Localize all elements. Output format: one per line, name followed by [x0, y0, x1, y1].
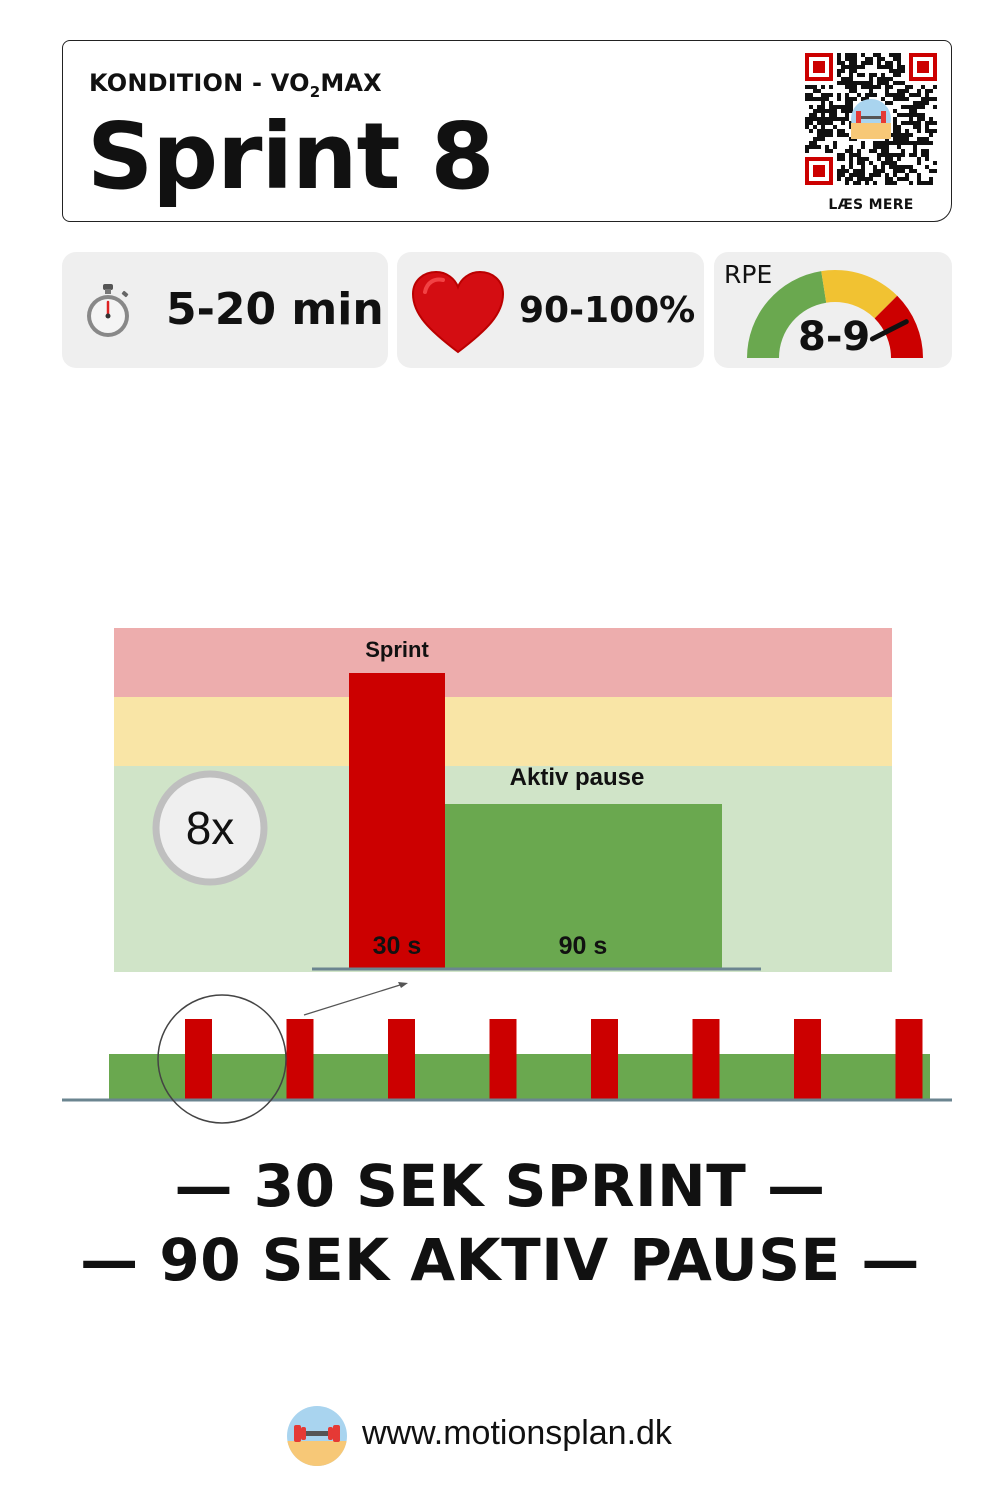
- overview-sprint-bar: [286, 1019, 314, 1100]
- pulse-card: 90-100%: [397, 252, 704, 368]
- website-link[interactable]: www.motionsplan.dk: [362, 1414, 672, 1452]
- overview-sprint-bar: [388, 1019, 415, 1100]
- stopwatch-icon: [87, 284, 129, 337]
- overview-sprint-bar: [895, 1019, 923, 1100]
- overview-sprint-bar: [692, 1019, 720, 1100]
- qr-code-icon[interactable]: [805, 53, 937, 185]
- overview-sprint-bars: [185, 1019, 923, 1100]
- zone-high: [114, 628, 892, 697]
- gauge-segment-low: [747, 271, 827, 358]
- overview-sprint-bar: [185, 1019, 212, 1100]
- read-more-link[interactable]: LÆS MERE: [828, 197, 914, 213]
- pause-duration-label: 90 s: [559, 932, 608, 960]
- overview-sprint-bar: [794, 1019, 821, 1100]
- sprint-label: Sprint: [365, 637, 429, 662]
- rpe-value: 8-9: [798, 314, 871, 360]
- rpe-card: RPE 8-9: [714, 252, 952, 368]
- pulse-value: 90-100%: [519, 290, 696, 331]
- header-card: KONDITION - VO2MAX Sprint 8 LÆS MERE: [62, 40, 952, 222]
- dumbbell-logo-icon: [287, 1406, 347, 1466]
- gauge-needle: [869, 319, 909, 342]
- heart-icon: [411, 270, 505, 354]
- caption-pause: — 90 SEK AKTIV PAUSE —: [80, 1226, 920, 1294]
- zoom-arrow: [303, 984, 401, 1016]
- category-label: KONDITION - VO2MAX: [89, 69, 382, 101]
- zoom-circle: [157, 994, 287, 1124]
- overview-sprint-bar: [489, 1019, 517, 1100]
- overview-sprint-bar: [591, 1019, 618, 1100]
- zoom-arrow-head: [398, 982, 408, 988]
- zone-mid: [114, 697, 892, 766]
- repeat-badge: [152, 770, 268, 886]
- rpe-gauge: [747, 270, 923, 358]
- caption-sprint: — 30 SEK SPRINT —: [174, 1152, 826, 1220]
- sprint-bar: [349, 673, 445, 969]
- overview-pause-strip: [109, 1054, 930, 1100]
- pause-bar: [445, 804, 722, 969]
- page-title: Sprint 8: [87, 103, 495, 210]
- duration-value: 5-20 min: [166, 284, 384, 335]
- interval-diagram: Sprint Aktiv pause 30 s 90 s 8x: [62, 628, 952, 1124]
- repeat-count: 8x: [186, 802, 235, 854]
- pause-label: Aktiv pause: [510, 764, 645, 791]
- gauge-segment-mid: [821, 270, 898, 319]
- duration-card: 5-20 min: [62, 252, 388, 368]
- rpe-label: RPE: [724, 260, 773, 289]
- sprint-duration-label: 30 s: [373, 932, 422, 960]
